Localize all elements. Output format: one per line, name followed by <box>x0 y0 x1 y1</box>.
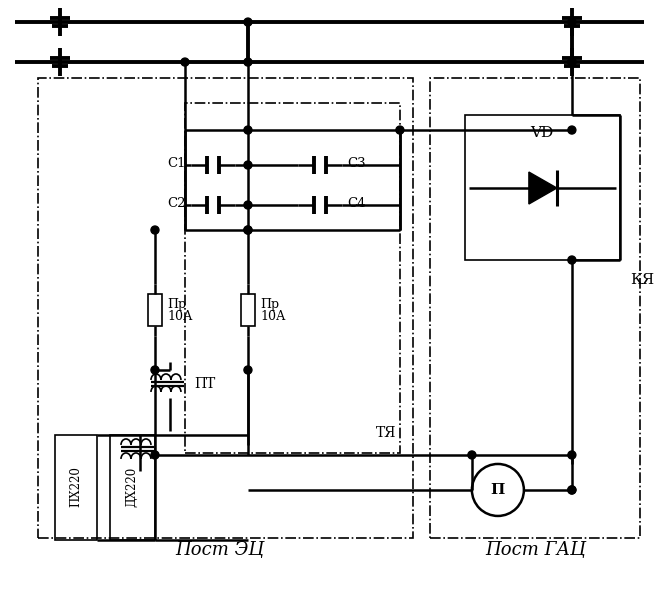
Text: 10А: 10А <box>167 311 192 323</box>
Circle shape <box>244 126 252 134</box>
Bar <box>465 115 620 260</box>
Circle shape <box>244 226 252 234</box>
Bar <box>185 103 400 453</box>
Circle shape <box>244 18 252 26</box>
Circle shape <box>568 18 576 26</box>
Text: C1: C1 <box>167 157 186 169</box>
Bar <box>430 78 640 538</box>
Text: Пр: Пр <box>167 298 186 311</box>
Circle shape <box>568 58 576 66</box>
Bar <box>241 294 255 326</box>
Circle shape <box>396 126 404 134</box>
Circle shape <box>244 161 252 169</box>
Text: 10А: 10А <box>260 311 285 323</box>
Circle shape <box>468 451 476 459</box>
Circle shape <box>244 226 252 234</box>
Circle shape <box>181 58 189 66</box>
Polygon shape <box>529 172 557 204</box>
Text: П: П <box>491 483 505 497</box>
Text: C2: C2 <box>167 197 186 209</box>
Text: Пост ЭЦ: Пост ЭЦ <box>175 541 264 559</box>
Text: ПТ: ПТ <box>194 377 215 391</box>
Text: ПХ220: ПХ220 <box>69 466 82 507</box>
Circle shape <box>151 366 159 374</box>
Circle shape <box>244 201 252 209</box>
Text: КЯ: КЯ <box>630 273 654 287</box>
Bar <box>110 435 155 540</box>
Circle shape <box>568 256 576 264</box>
Circle shape <box>568 451 576 459</box>
Text: Пост ГАЦ: Пост ГАЦ <box>486 541 587 559</box>
Text: VD: VD <box>530 126 554 140</box>
Circle shape <box>244 58 252 66</box>
Bar <box>55 435 97 540</box>
Text: ТЯ: ТЯ <box>376 426 396 440</box>
Circle shape <box>244 366 252 374</box>
Circle shape <box>568 486 576 494</box>
Circle shape <box>568 486 576 494</box>
Bar <box>148 294 162 326</box>
Circle shape <box>568 58 576 66</box>
Text: ДХ220: ДХ220 <box>125 467 138 507</box>
Text: Пр: Пр <box>260 298 279 311</box>
Circle shape <box>151 226 159 234</box>
Circle shape <box>568 126 576 134</box>
Circle shape <box>151 451 159 459</box>
Bar <box>38 78 413 538</box>
Text: C3: C3 <box>347 157 366 169</box>
Text: C4: C4 <box>347 197 366 209</box>
